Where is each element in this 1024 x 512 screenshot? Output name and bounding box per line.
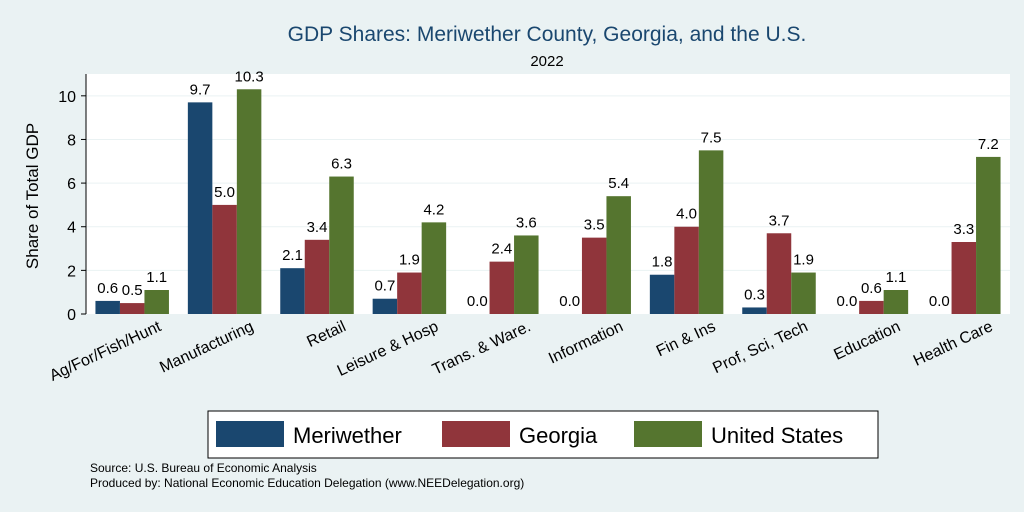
bar-united-states	[514, 235, 539, 314]
bar-meriwether	[742, 307, 767, 314]
data-label: 3.7	[769, 212, 790, 229]
data-label: 0.7	[374, 278, 395, 295]
data-label: 1.1	[146, 269, 167, 286]
data-label: 0.0	[559, 293, 580, 310]
data-label: 6.3	[331, 156, 352, 173]
bar-united-states	[976, 156, 1001, 314]
x-category-label: Manufacturing	[157, 318, 256, 376]
bar-united-states	[698, 150, 724, 314]
bar-georgia	[397, 272, 422, 314]
data-label: 0.3	[744, 286, 765, 303]
bar-georgia	[951, 242, 977, 314]
bar-georgia	[674, 226, 699, 314]
data-label: 3.6	[516, 214, 537, 231]
y-tick-label: 10	[58, 89, 76, 106]
data-label: 7.5	[701, 129, 722, 146]
bar-united-states	[883, 290, 909, 314]
legend-swatch-georgia	[442, 421, 510, 447]
legend: Meriwether Georgia United States	[207, 410, 879, 459]
bar-united-states	[606, 196, 631, 314]
bar-georgia	[212, 204, 237, 314]
y-tick-label: 4	[67, 220, 76, 237]
bar-united-states	[329, 176, 354, 314]
bar-united-states	[236, 89, 262, 314]
bar-georgia	[489, 261, 515, 314]
y-axis-ticks: 0 2 4 6 8 10	[58, 89, 86, 324]
x-category-label: Information	[546, 318, 626, 367]
produced-by-note: Produced by: National Economic Education…	[90, 476, 524, 490]
legend-items: Meriwether Georgia United States	[216, 421, 843, 448]
y-tick-label: 8	[67, 132, 76, 149]
y-axis-label: Share of Total GDP	[23, 123, 42, 269]
data-labels: 0.6 0.51.19.75.010.32.13.46.30.71.94.20.0…	[97, 68, 998, 310]
y-tick-label: 0	[67, 307, 76, 324]
bar-united-states	[791, 272, 816, 314]
legend-swatch-meriwether	[216, 421, 284, 447]
legend-swatch-united-states	[634, 421, 702, 447]
data-label: 4.0	[676, 206, 697, 223]
data-label: 3.4	[307, 219, 328, 236]
bar-meriwether	[280, 268, 305, 314]
data-label: 5.0	[214, 184, 235, 201]
x-category-label: Retail	[304, 318, 348, 351]
data-label: 0.0	[467, 293, 488, 310]
data-label: 0.5	[122, 282, 143, 299]
data-label: 0.6	[97, 280, 118, 297]
data-label: 5.4	[608, 175, 629, 192]
chart-subtitle: 2022	[530, 53, 563, 70]
x-category-label: Trans. & Ware.	[430, 318, 534, 378]
chart-title: GDP Shares: Meriwether County, Georgia, …	[288, 23, 807, 46]
bar-meriwether	[187, 102, 213, 314]
data-label: 1.9	[399, 252, 420, 269]
bar-united-states	[144, 290, 169, 314]
bar-georgia	[859, 300, 884, 314]
bar-united-states	[421, 222, 447, 314]
data-label: 7.2	[978, 136, 999, 153]
bar-meriwether	[372, 298, 398, 314]
data-label: 1.8	[652, 254, 673, 271]
data-label: 0.6	[861, 280, 882, 297]
bar-meriwether	[649, 274, 675, 314]
source-note: Source: U.S. Bureau of Economic Analysis	[90, 461, 317, 475]
bar-georgia	[304, 239, 330, 314]
bar-georgia	[581, 237, 607, 314]
x-category-label: Leisure & Hosp	[335, 318, 441, 380]
data-label: 4.2	[423, 201, 444, 218]
data-label: 0.0	[836, 293, 857, 310]
data-label: 2.4	[491, 241, 512, 258]
y-tick-label: 6	[67, 176, 76, 193]
x-category-label: Fin & Ins	[654, 318, 718, 360]
data-label: 9.7	[190, 81, 211, 98]
legend-label: Georgia	[519, 423, 598, 448]
data-label: 1.9	[793, 252, 814, 269]
data-label: 1.1	[885, 269, 906, 286]
x-category-label: Education	[831, 318, 903, 363]
bar-georgia	[119, 303, 145, 314]
bar-meriwether	[95, 300, 120, 314]
data-label: 3.5	[584, 217, 605, 234]
legend-label: United States	[711, 423, 843, 448]
legend-label: Meriwether	[293, 423, 402, 448]
y-tick-label: 2	[67, 263, 76, 280]
x-category-label: Prof, Sci, Tech	[710, 318, 810, 377]
data-label: 10.3	[234, 68, 263, 85]
x-category-label: Health Care	[911, 318, 996, 370]
legend-box	[207, 410, 879, 459]
data-label: 2.1	[282, 247, 303, 264]
bar-georgia	[766, 233, 792, 314]
data-label: 3.3	[953, 221, 974, 238]
bars	[95, 89, 1001, 314]
data-label: 0.0	[929, 293, 950, 310]
x-category-label: Ag/For/Fish/Hunt	[47, 318, 164, 385]
